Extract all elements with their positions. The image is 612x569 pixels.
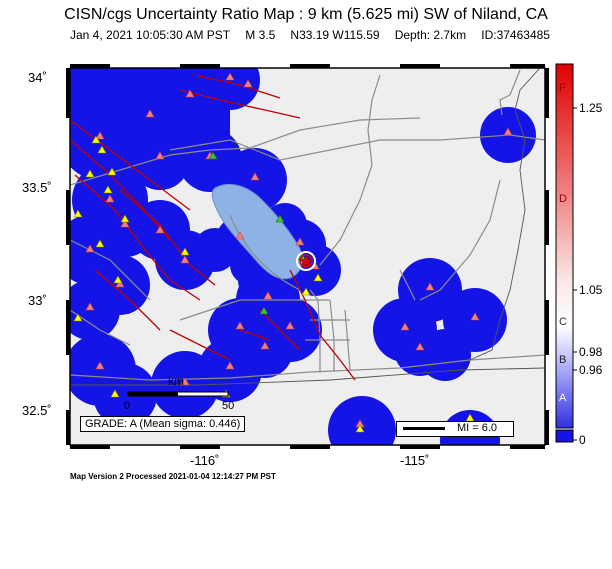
event-location: N33.19 W115.59 <box>290 28 380 42</box>
y-tick-label: 34˚ <box>28 70 47 85</box>
event-date: Jan 4, 2021 10:05:30 AM PST <box>70 28 231 42</box>
scale-bar <box>127 391 229 397</box>
scale-bar-end: 50 <box>222 400 235 412</box>
borders <box>70 68 545 386</box>
colorbar <box>555 63 577 443</box>
mi-legend-label: MI = 6.0 <box>457 422 498 434</box>
colorbar-letter: A <box>559 392 567 404</box>
colorbar-letter: C <box>559 316 567 328</box>
colorbar-value: 1.25 <box>579 101 603 115</box>
colorbar-value: 0.98 <box>579 345 603 359</box>
y-tick-label: 33.5˚ <box>22 180 52 195</box>
event-magnitude: M 3.5 <box>245 28 276 42</box>
scale-bar-unit: km <box>168 374 184 388</box>
stations-yellow <box>73 135 475 433</box>
y-tick-label: 33˚ <box>28 293 47 308</box>
faults <box>70 74 356 381</box>
stations-red <box>85 72 513 428</box>
colorbar-letter: B <box>559 354 567 366</box>
x-tick-label: -115˚ <box>400 453 430 468</box>
epicenter-star-icon <box>296 251 316 271</box>
frame-ticks <box>66 64 549 449</box>
y-tick-label: 32.5˚ <box>22 403 52 418</box>
colorbar-value: 1.05 <box>579 283 603 297</box>
map-version-footer: Map Version 2 Processed 2021-01-04 12:14… <box>70 472 276 481</box>
event-id: ID:37463485 <box>481 28 550 42</box>
colorbar-letter: F <box>559 82 566 94</box>
colorbar-value: 0.96 <box>579 363 603 377</box>
stations-green <box>208 151 307 315</box>
event-info: Jan 4, 2021 10:05:30 AM PST M 3.5 N33.19… <box>70 28 550 42</box>
scale-bar-start: 0 <box>124 400 131 412</box>
roads <box>70 69 545 381</box>
event-depth: Depth: 2.7km <box>394 28 467 42</box>
grade-label: GRADE: A (Mean sigma: 0.446) <box>80 416 246 432</box>
mi-legend: MI = 6.0 <box>396 421 514 437</box>
x-tick-label: -116˚ <box>190 453 220 468</box>
colorbar-value: 0 <box>579 433 586 447</box>
colorbar-letter: D <box>559 193 567 205</box>
map-title: CISN/cgs Uncertainty Ratio Map : 9 km (5… <box>64 6 548 23</box>
salton-sea <box>211 184 303 280</box>
mi-legend-bar <box>403 427 445 430</box>
